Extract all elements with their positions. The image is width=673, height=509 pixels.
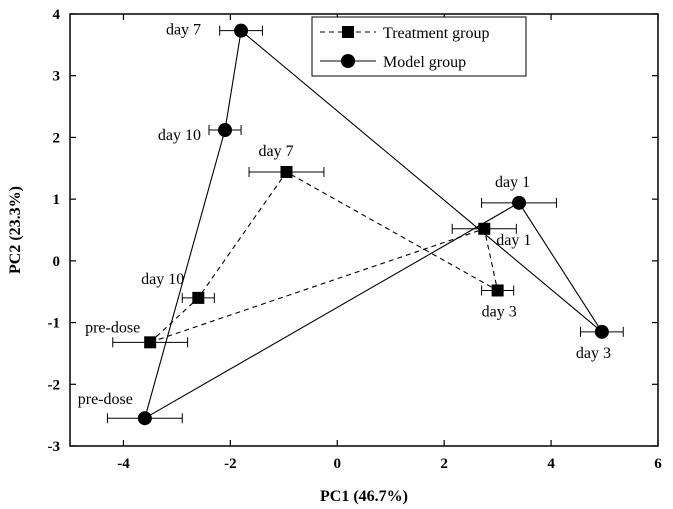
y-tick-label: 2 (53, 130, 61, 146)
plot-frame (69, 13, 659, 447)
legend-label-treatment: Treatment group (383, 25, 490, 42)
markers-layer (137, 23, 609, 426)
data-point-treatment (491, 284, 504, 297)
x-tick-label: 6 (654, 456, 662, 472)
point-label-treatment: day 1 (496, 232, 531, 249)
series-line-treatment (149, 171, 499, 343)
axes-layer: -4 -2 0 2 4 6 -3 -2 -1 0 1 2 3 4 (48, 7, 663, 472)
point-label-model: day 1 (495, 174, 530, 191)
point-label-model: day 10 (158, 127, 201, 144)
point-label-treatment: pre-dose (85, 319, 140, 336)
y-tick-label: -1 (48, 316, 61, 332)
point-label-treatment: day 7 (258, 143, 293, 160)
data-point-model (234, 23, 249, 38)
data-point-model (512, 195, 527, 210)
point-labels-layer: pre-dose day 1 day 3 day 7 day 10 pre-dose day… (78, 22, 611, 409)
data-point-treatment (478, 222, 491, 235)
data-point-treatment (144, 336, 157, 349)
y-tick-label: 4 (53, 7, 61, 23)
data-point-treatment (192, 291, 205, 304)
y-tick-label: 3 (53, 69, 61, 85)
data-point-model (137, 411, 152, 426)
x-tick-label: -2 (224, 456, 237, 472)
point-label-treatment: day 3 (482, 303, 517, 320)
series-line-model (144, 29, 603, 419)
x-tick-label: -4 (117, 456, 130, 472)
legend-label-model: Model group (383, 54, 466, 71)
x-tick-label: 0 (334, 456, 342, 472)
x-tick-label: 2 (440, 456, 448, 472)
y-tick-label: 1 (53, 192, 61, 208)
x-tick-label: 4 (547, 456, 555, 472)
series-lines-layer (144, 29, 603, 419)
y-tick-label: 0 (53, 254, 61, 270)
point-label-model: day 3 (576, 345, 611, 362)
point-label-treatment: day 10 (141, 271, 184, 288)
error-bars-layer (106, 25, 624, 424)
data-point-treatment (280, 165, 293, 178)
y-axis-title: PC2 (23.3%) (7, 186, 24, 274)
x-axis-title: PC1 (46.7%) (320, 488, 408, 505)
data-point-model (594, 324, 609, 339)
legend-marker-model (341, 54, 355, 68)
data-point-model (218, 123, 233, 138)
legend-marker-treatment (342, 26, 354, 38)
y-tick-label: -3 (48, 439, 61, 455)
point-label-model: day 7 (166, 22, 201, 39)
legend: Treatment group Model group (311, 16, 527, 77)
point-label-model: pre-dose (78, 391, 133, 408)
y-tick-label: -2 (48, 377, 61, 393)
